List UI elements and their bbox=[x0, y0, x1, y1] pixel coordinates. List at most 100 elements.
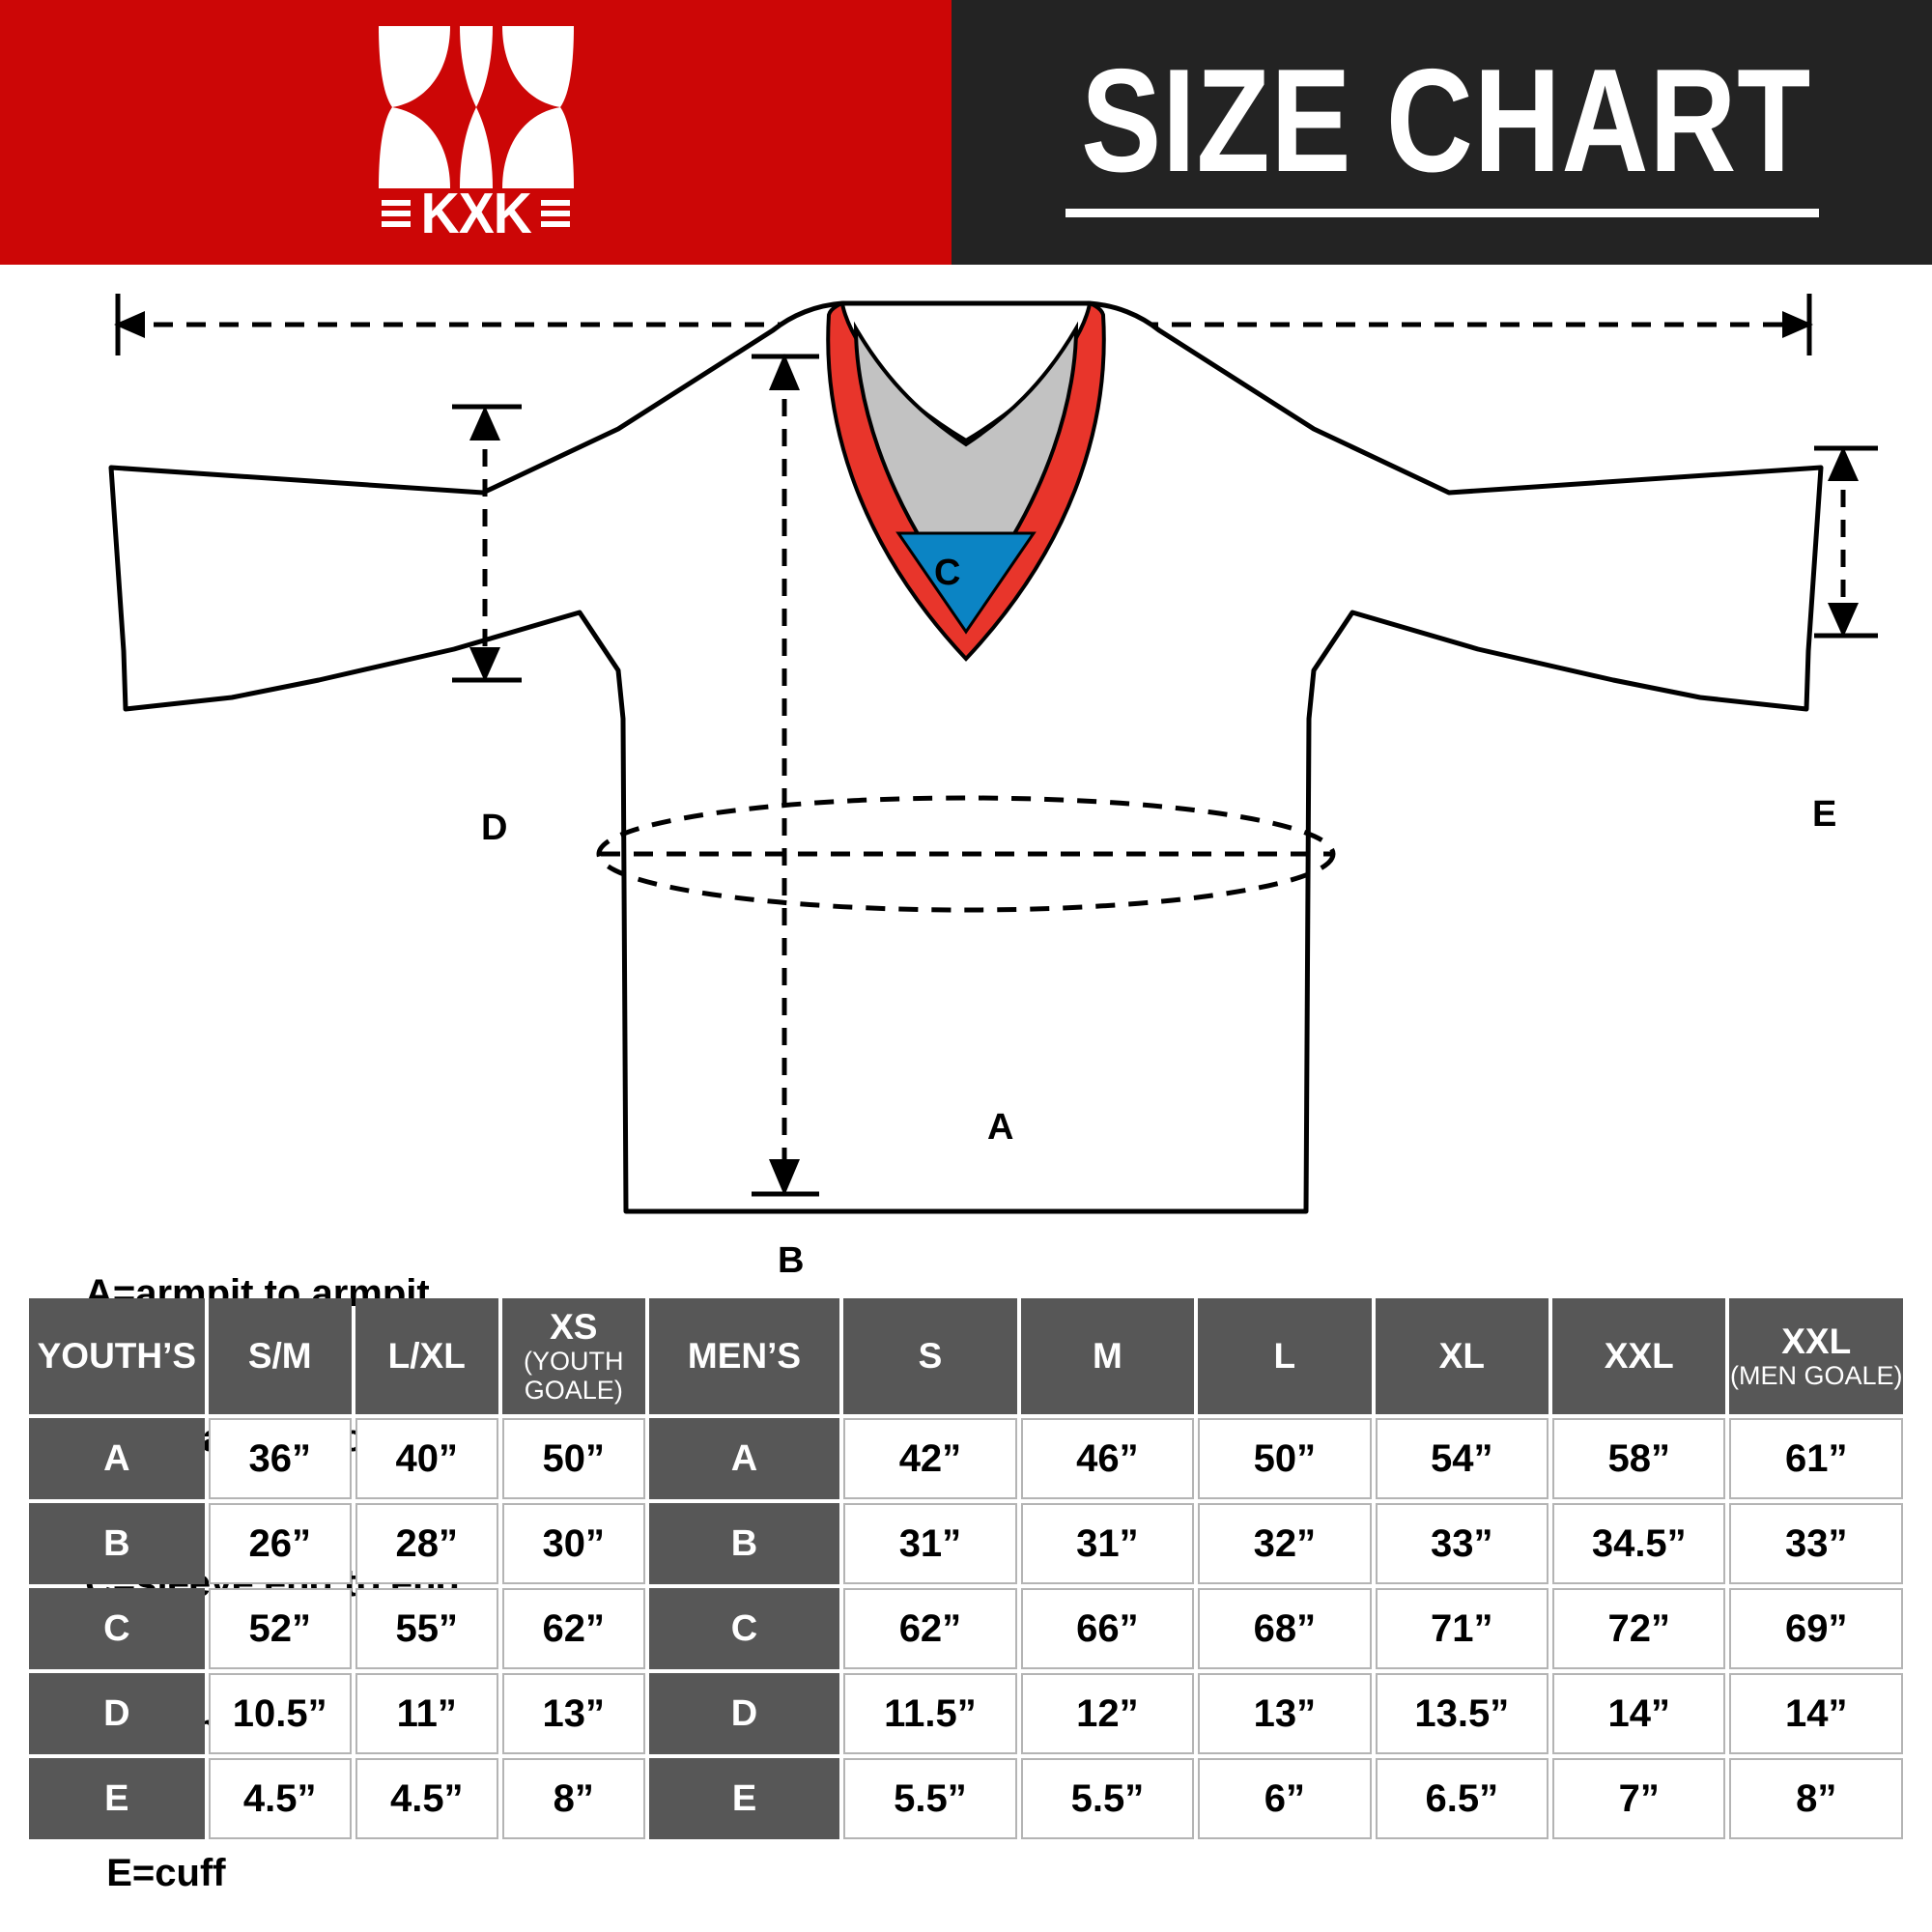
page-title: SIZE CHART bbox=[1080, 38, 1811, 203]
dimension-a-ellipse bbox=[596, 795, 1336, 913]
table-header-cell: L/XL bbox=[355, 1298, 498, 1414]
table-cell: 36” bbox=[208, 1418, 352, 1499]
table-cell: 58” bbox=[1552, 1418, 1726, 1499]
table-cell: 55” bbox=[355, 1588, 498, 1669]
collar-inner bbox=[853, 321, 1079, 609]
table-cell: 28” bbox=[355, 1503, 498, 1584]
table-cell: 14” bbox=[1729, 1673, 1903, 1754]
table-cell: 52” bbox=[208, 1588, 352, 1669]
title-underline bbox=[1065, 208, 1819, 217]
table-cell: 11” bbox=[355, 1673, 498, 1754]
table-cell: 72” bbox=[1552, 1588, 1726, 1669]
collar-accent bbox=[895, 531, 1037, 635]
dimension-label-b: B bbox=[778, 1240, 805, 1281]
table-header-main: S bbox=[918, 1336, 943, 1376]
table-header-main: YOUTH’S bbox=[37, 1336, 197, 1376]
table-cell: 33” bbox=[1729, 1503, 1903, 1584]
table-cell: 40” bbox=[355, 1418, 498, 1499]
kxk-logo: KXK bbox=[355, 20, 597, 244]
row-header-men: A bbox=[648, 1418, 840, 1499]
table-cell: 4.5” bbox=[355, 1758, 498, 1839]
table-row: C 52” 55” 62” C 62” 66” 68” 71” 72” 69” bbox=[29, 1588, 1903, 1669]
table-cell: 50” bbox=[1198, 1418, 1372, 1499]
table-cell: 8” bbox=[1729, 1758, 1903, 1839]
table-cell: 62” bbox=[501, 1588, 645, 1669]
table-header-cell: XL bbox=[1375, 1298, 1549, 1414]
table-cell: 6” bbox=[1198, 1758, 1372, 1839]
table-cell: 6.5” bbox=[1375, 1758, 1549, 1839]
dimension-e-arrowhead-top bbox=[1828, 446, 1859, 481]
table-cell: 54” bbox=[1375, 1418, 1549, 1499]
dimension-d-arrowhead-bottom bbox=[469, 647, 500, 682]
table-cell: 46” bbox=[1020, 1418, 1195, 1499]
table-cell: 33” bbox=[1375, 1503, 1549, 1584]
size-table: YOUTH’S S/M L/XL XS (YOUTH GOALE) MEN’S S M L XL X… bbox=[25, 1294, 1907, 1843]
table-header-main: L bbox=[1273, 1336, 1296, 1376]
table-header-cell: XS (YOUTH GOALE) bbox=[501, 1298, 645, 1414]
table-header-main: XS bbox=[550, 1307, 598, 1347]
table-row: B 26” 28” 30” B 31” 31” 32” 33” 34.5” 33” bbox=[29, 1503, 1903, 1584]
table-header-main: XXL bbox=[1781, 1321, 1852, 1361]
table-header-cell: S bbox=[843, 1298, 1017, 1414]
table-cell: 7” bbox=[1552, 1758, 1726, 1839]
logo-bars-right-icon bbox=[541, 200, 571, 227]
table-row: A 36” 40” 50” A 42” 46” 50” 54” 58” 61” bbox=[29, 1418, 1903, 1499]
table-body: A 36” 40” 50” A 42” 46” 50” 54” 58” 61” B 26” 28” 30” B… bbox=[29, 1418, 1903, 1839]
table-cell: 4.5” bbox=[208, 1758, 352, 1839]
table-cell: 5.5” bbox=[843, 1758, 1017, 1839]
dimension-d-arrowhead-top bbox=[469, 406, 500, 440]
dimension-b-arrowhead-bottom bbox=[769, 1159, 800, 1196]
row-header-men: D bbox=[648, 1673, 840, 1754]
table-cell: 68” bbox=[1198, 1588, 1372, 1669]
table-header-main: L/XL bbox=[387, 1336, 466, 1376]
dimension-label-a: A bbox=[987, 1107, 1014, 1148]
size-table-area: YOUTH’S S/M L/XL XS (YOUTH GOALE) MEN’S S M L XL X… bbox=[25, 1294, 1907, 1843]
row-header-men: B bbox=[648, 1503, 840, 1584]
table-cell: 61” bbox=[1729, 1418, 1903, 1499]
brand-panel: KXK bbox=[0, 0, 952, 265]
table-header-cell: XXL (MEN GOALE) bbox=[1729, 1298, 1903, 1414]
table-row: D 10.5” 11” 13” D 11.5” 12” 13” 13.5” 14” 14” bbox=[29, 1673, 1903, 1754]
table-cell: 69” bbox=[1729, 1588, 1903, 1669]
dimension-c-arrowhead-right bbox=[1782, 311, 1813, 338]
table-header-main: MEN’S bbox=[687, 1336, 802, 1376]
dimension-label-d: D bbox=[481, 808, 508, 848]
table-cell: 5.5” bbox=[1020, 1758, 1195, 1839]
kxk-wordmark: KXK bbox=[420, 182, 531, 245]
table-cell: 13” bbox=[1198, 1673, 1372, 1754]
table-cell: 42” bbox=[843, 1418, 1017, 1499]
table-header-cell: XXL bbox=[1552, 1298, 1726, 1414]
page-header: KXK SIZE CHART bbox=[0, 0, 1932, 265]
table-cell: 62” bbox=[843, 1588, 1017, 1669]
dimension-b-arrowhead-top bbox=[769, 354, 800, 390]
table-cell: 14” bbox=[1552, 1673, 1726, 1754]
title-panel: SIZE CHART bbox=[952, 0, 1932, 265]
table-header-cell: MEN’S bbox=[648, 1298, 840, 1414]
table-cell: 11.5” bbox=[843, 1673, 1017, 1754]
table-cell: 8” bbox=[501, 1758, 645, 1839]
table-cell: 13” bbox=[501, 1673, 645, 1754]
table-header-row: YOUTH’S S/M L/XL XS (YOUTH GOALE) MEN’S S M L XL X… bbox=[29, 1298, 1903, 1414]
dimension-e-arrowhead-bottom bbox=[1828, 603, 1859, 638]
table-header-main: M bbox=[1092, 1336, 1122, 1376]
table-cell: 32” bbox=[1198, 1503, 1372, 1584]
dimension-label-c: C bbox=[934, 553, 961, 593]
table-header-sub: (MEN GOALE) bbox=[1729, 1361, 1903, 1390]
table-cell: 26” bbox=[208, 1503, 352, 1584]
table-cell: 31” bbox=[843, 1503, 1017, 1584]
dimension-label-e: E bbox=[1812, 794, 1837, 835]
row-header-men: C bbox=[648, 1588, 840, 1669]
jersey-body-outline bbox=[108, 300, 1824, 1214]
table-row: E 4.5” 4.5” 8” E 5.5” 5.5” 6” 6.5” 7” 8” bbox=[29, 1758, 1903, 1839]
table-cell: 30” bbox=[501, 1503, 645, 1584]
dimension-c-arrowhead-left bbox=[114, 311, 145, 338]
row-header-youth: D bbox=[29, 1673, 205, 1754]
row-header-youth: B bbox=[29, 1503, 205, 1584]
table-cell: 31” bbox=[1020, 1503, 1195, 1584]
table-cell: 66” bbox=[1020, 1588, 1195, 1669]
table-header-cell: S/M bbox=[208, 1298, 352, 1414]
table-cell: 13.5” bbox=[1375, 1673, 1549, 1754]
kxk-wordmark-row: KXK bbox=[355, 182, 597, 245]
table-cell: 10.5” bbox=[208, 1673, 352, 1754]
